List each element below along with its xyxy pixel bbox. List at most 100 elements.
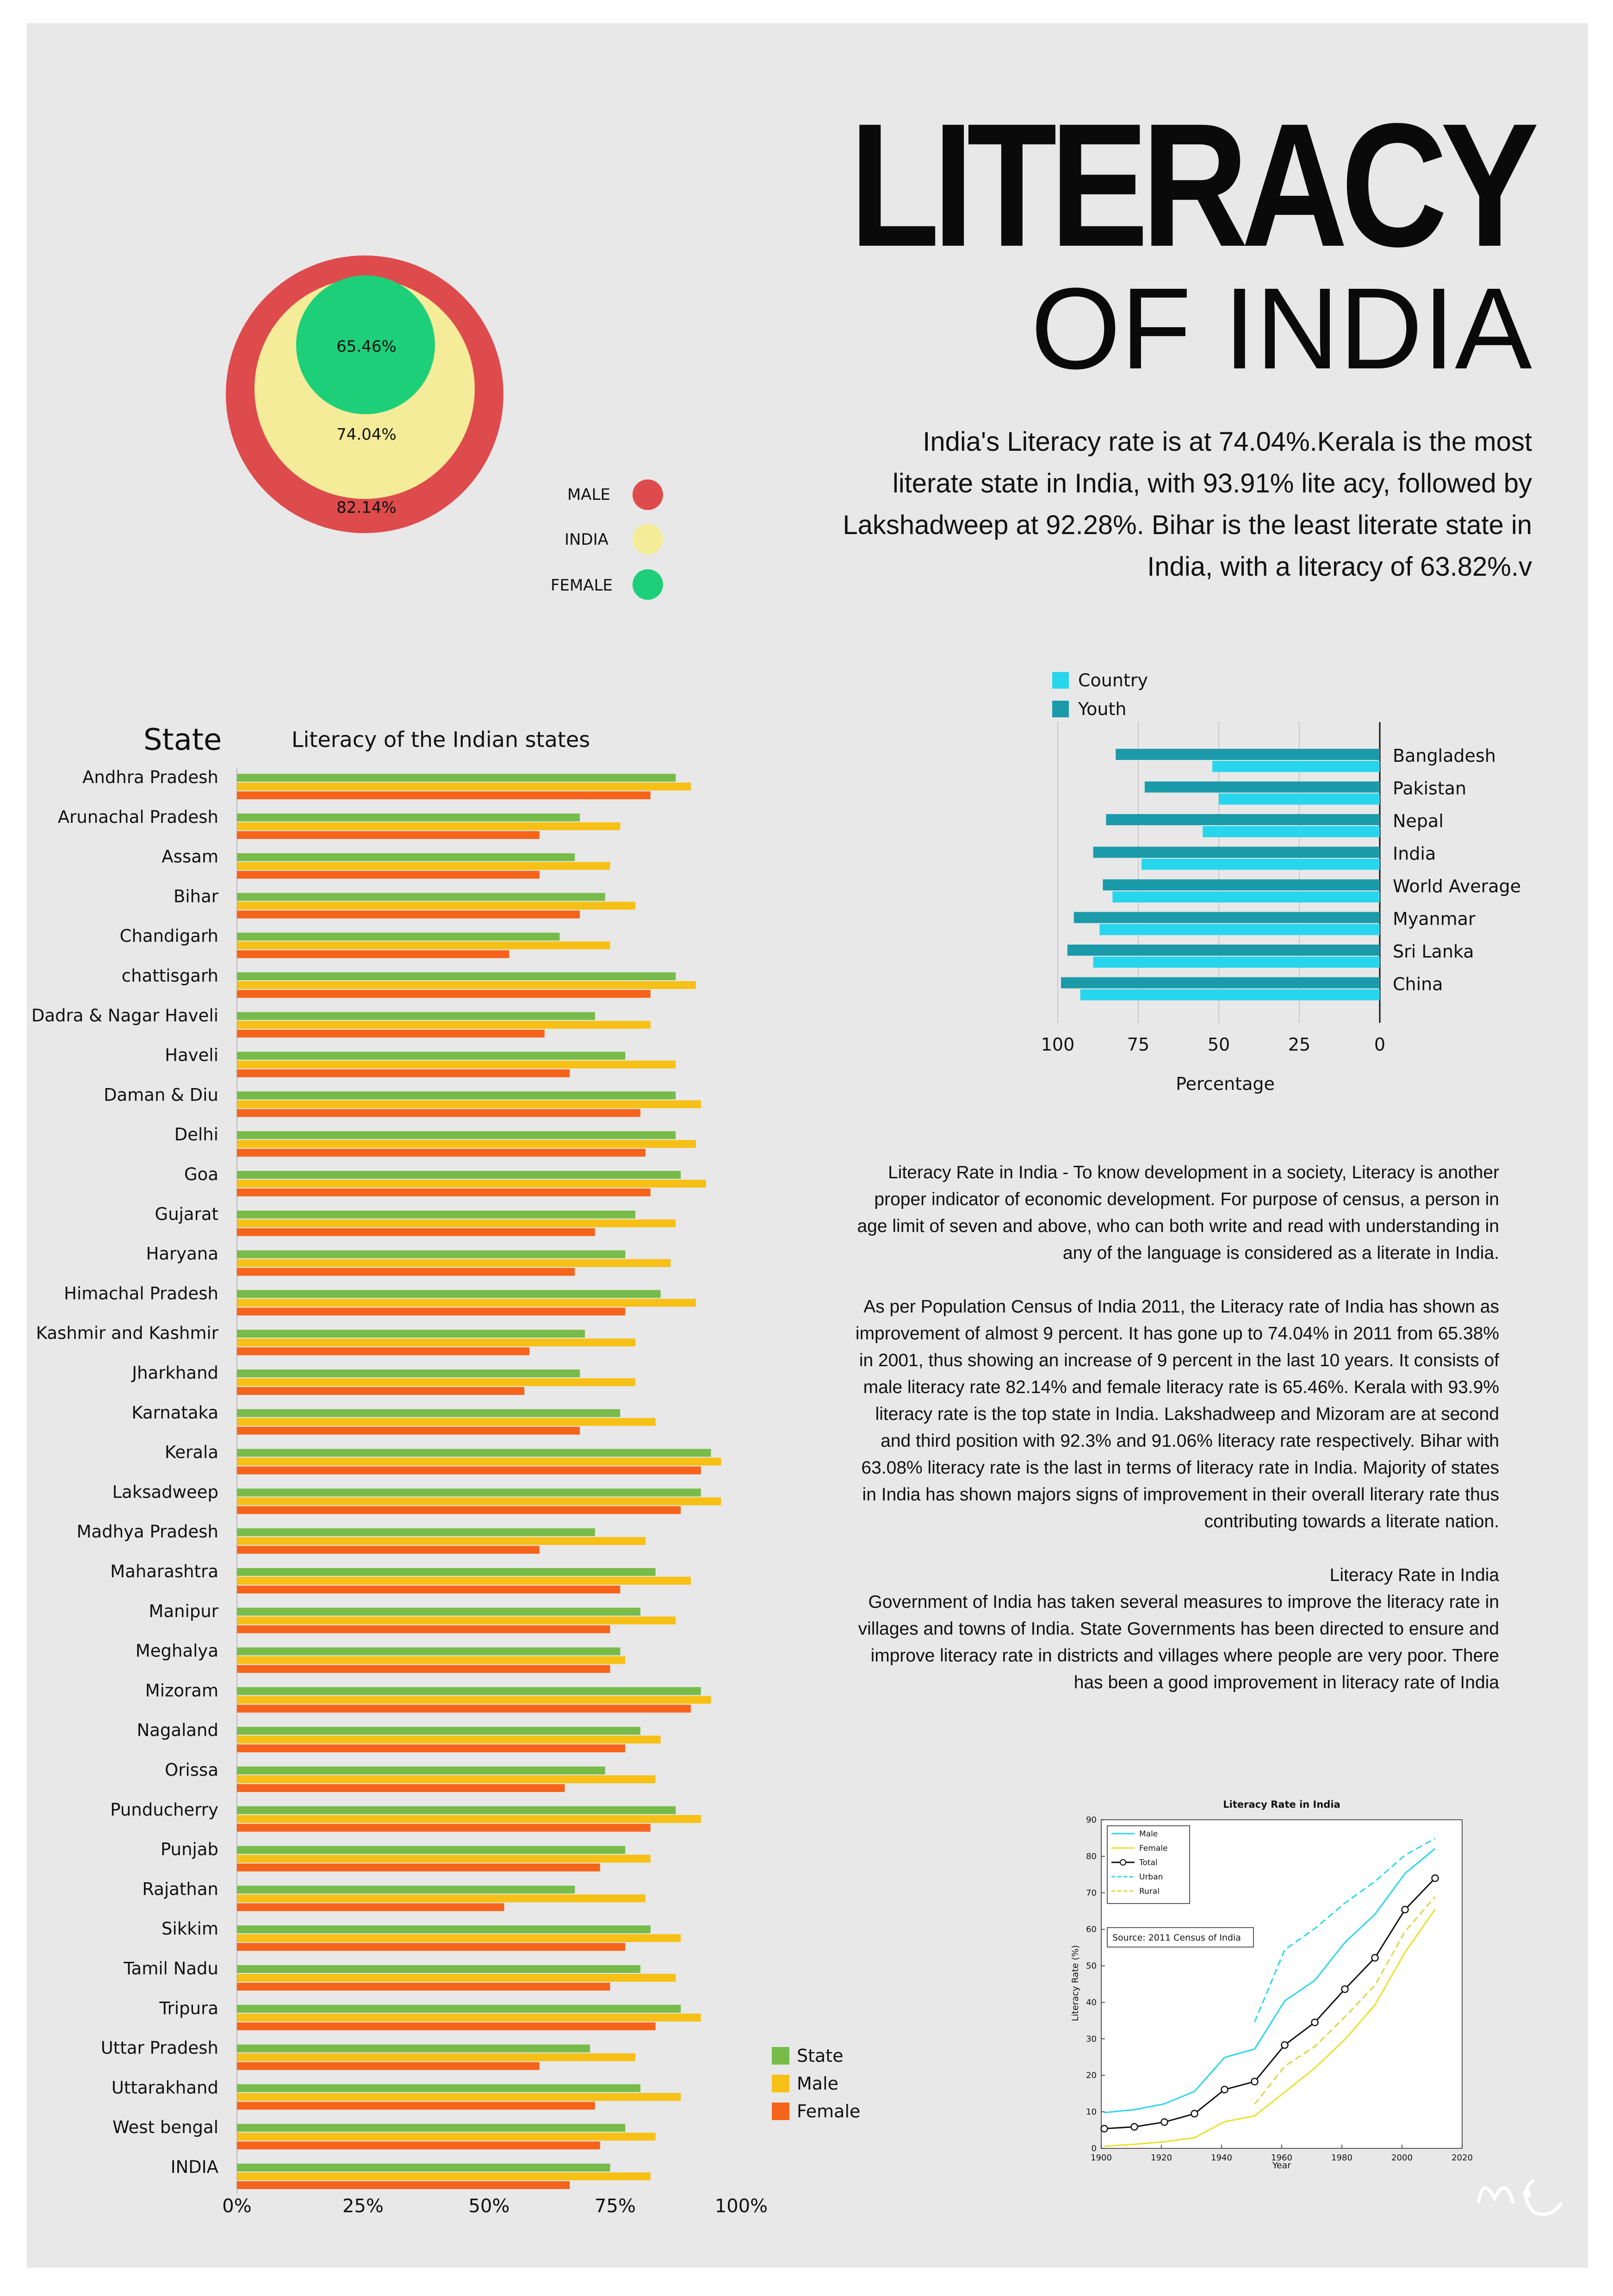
state-bar-female bbox=[237, 1307, 626, 1316]
state-label: Jharkhand bbox=[131, 1363, 218, 1383]
literacy-circles-chart: 65.46% 74.04% 82.14% MALE INDIA FEMALE bbox=[226, 255, 663, 600]
state-bar-female bbox=[237, 950, 509, 958]
state-bar-female bbox=[237, 871, 540, 879]
state-bar-male bbox=[237, 1775, 656, 1783]
legend-country-swatch bbox=[1052, 672, 1069, 689]
state-label: Bihar bbox=[174, 886, 219, 906]
state-label: Haveli bbox=[165, 1045, 218, 1065]
state-label: Kashmir and Kashmir bbox=[36, 1323, 219, 1343]
state-bar-state bbox=[237, 1330, 585, 1338]
state-bar-male bbox=[237, 1100, 701, 1108]
intro-paragraph: India's Literacy rate is at 74.04%.Keral… bbox=[843, 427, 1532, 582]
line-legend-label: Total bbox=[1139, 1858, 1158, 1867]
india-value-label: 74.04% bbox=[336, 425, 397, 444]
state-bar-male bbox=[237, 1219, 676, 1227]
state-label: Punjab bbox=[161, 1840, 218, 1860]
title-literacy: LITERACY bbox=[849, 87, 1539, 283]
state-bar-state bbox=[237, 1885, 575, 1894]
state-bar-female bbox=[237, 1546, 540, 1554]
line-total-marker bbox=[1160, 2118, 1168, 2126]
state-x-tick: 100% bbox=[715, 2196, 768, 2217]
legend-male-swatch bbox=[772, 2075, 789, 2092]
line-series-male bbox=[1104, 1848, 1436, 2114]
female-circle bbox=[296, 275, 435, 414]
legend-male-dot bbox=[633, 479, 663, 510]
state-bar-male bbox=[237, 1497, 721, 1506]
state-label: Meghalya bbox=[136, 1641, 218, 1661]
state-bar-state bbox=[237, 1131, 676, 1139]
state-bar-female bbox=[237, 1983, 610, 1991]
state-bar-state bbox=[237, 1767, 605, 1774]
state-label: Himachal Pradesh bbox=[64, 1283, 218, 1303]
line-total-marker bbox=[1221, 2085, 1228, 2094]
state-bar-female bbox=[237, 1268, 575, 1276]
line-y-tick: 60 bbox=[1086, 1925, 1097, 1935]
body-paragraph-3: Government of India has taken several me… bbox=[858, 1592, 1499, 1692]
state-bar-state bbox=[237, 1568, 656, 1576]
state-bar-state bbox=[237, 1210, 636, 1219]
state-bar-male bbox=[237, 2133, 656, 2141]
line-x-tick: 1940 bbox=[1211, 2153, 1232, 2163]
line-chart-y-label: Literacy Rate (%) bbox=[1070, 1945, 1080, 2022]
line-x-tick: 1900 bbox=[1091, 2153, 1112, 2163]
legend-female-dot bbox=[633, 569, 663, 600]
country-x-axis-label: Percentage bbox=[1176, 1074, 1275, 1094]
country-label: China bbox=[1393, 974, 1443, 995]
state-bar-state bbox=[237, 1687, 701, 1695]
country-bar-youth bbox=[1073, 912, 1380, 923]
state-bar-state bbox=[237, 1290, 661, 1298]
state-bar-state bbox=[237, 1488, 701, 1497]
country-x-tick: 75 bbox=[1127, 1034, 1149, 1055]
state-labels-group: Andhra Pradesh Arunachal Pradesh Assam Biha… bbox=[31, 767, 219, 2177]
state-label: Assam bbox=[161, 847, 218, 867]
country-label: Sri Lanka bbox=[1393, 941, 1474, 962]
country-bar-youth bbox=[1093, 846, 1380, 858]
line-series-total bbox=[1104, 1878, 1436, 2129]
male-value-label: 82.14% bbox=[336, 498, 397, 517]
line-total-marker bbox=[1371, 1954, 1379, 1962]
line-legend-label: Urban bbox=[1139, 1873, 1163, 1882]
state-chart-title: Literacy of the Indian states bbox=[292, 727, 590, 752]
state-label: Mizoram bbox=[145, 1680, 218, 1700]
country-bar-country bbox=[1212, 761, 1380, 772]
country-x-tick: 0 bbox=[1374, 1034, 1385, 1055]
legend-female-bar-label: Female bbox=[797, 2101, 861, 2122]
country-label: Nepal bbox=[1393, 811, 1444, 831]
line-total-marker bbox=[1311, 2018, 1319, 2027]
state-bar-male bbox=[237, 2093, 681, 2101]
state-bar-female bbox=[237, 2062, 540, 2070]
state-label: Daman & Diu bbox=[104, 1085, 218, 1105]
state-label: Laksadweep bbox=[112, 1482, 218, 1502]
state-x-tick: 25% bbox=[342, 2196, 384, 2217]
line-total-marker bbox=[1130, 2123, 1138, 2131]
state-bar-female bbox=[237, 1426, 580, 1435]
body-paragraph-1: Literacy Rate in India - To know develop… bbox=[857, 1163, 1499, 1263]
country-x-tick: 25 bbox=[1288, 1034, 1310, 1055]
state-bar-female bbox=[237, 1188, 651, 1196]
legend-country-label: Country bbox=[1078, 670, 1148, 691]
legend-state-swatch bbox=[772, 2047, 789, 2065]
state-label: Punducherry bbox=[110, 1800, 218, 1820]
state-x-tick: 50% bbox=[469, 2196, 510, 2217]
state-bar-state bbox=[237, 813, 580, 821]
state-bar-state bbox=[237, 1607, 640, 1616]
state-bar-state bbox=[237, 1806, 676, 1814]
state-bar-state bbox=[237, 1925, 651, 1934]
country-bar-youth bbox=[1067, 945, 1380, 956]
state-bar-state bbox=[237, 1012, 595, 1020]
country-x-tick: 100 bbox=[1041, 1034, 1075, 1055]
state-bar-state bbox=[237, 1647, 620, 1655]
state-label: Gujarat bbox=[155, 1204, 218, 1224]
line-y-tick: 30 bbox=[1086, 2034, 1097, 2044]
state-bar-female bbox=[237, 1387, 525, 1395]
state-label: Sikkim bbox=[161, 1919, 218, 1939]
body-paragraph-3-heading: Literacy Rate in India bbox=[1329, 1565, 1499, 1585]
legend-youth-label: Youth bbox=[1078, 699, 1126, 719]
country-x-ticks: 100 75 50 25 0 bbox=[1041, 1034, 1385, 1055]
state-bar-female bbox=[237, 1705, 691, 1713]
state-bar-male bbox=[237, 1934, 681, 1942]
country-bar-youth bbox=[1106, 814, 1380, 825]
state-bar-male bbox=[237, 1696, 711, 1704]
state-label: Andhra Pradesh bbox=[82, 767, 218, 787]
source-box bbox=[1107, 1927, 1254, 1948]
